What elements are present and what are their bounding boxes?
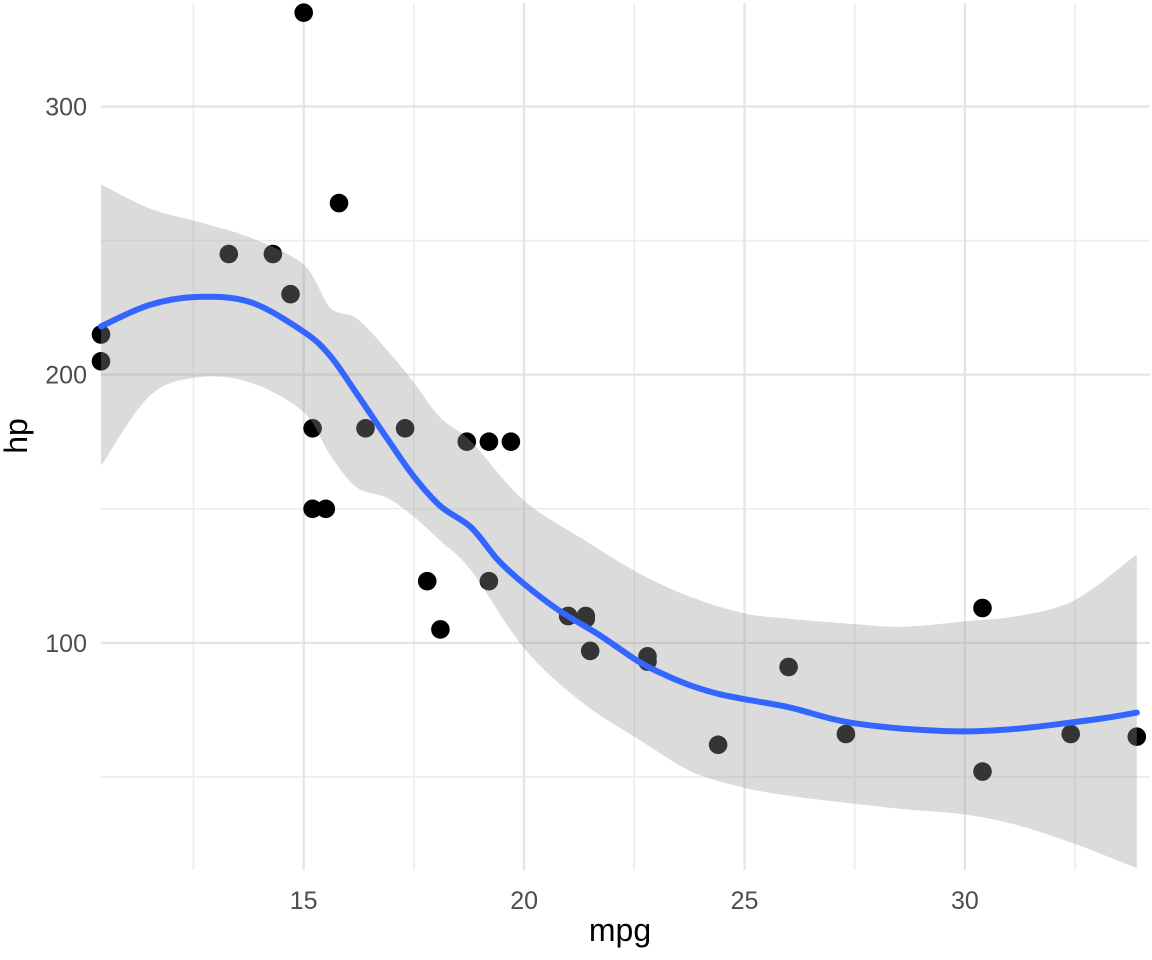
axis-tick-labels: 15 20 25 30 100 200 300: [45, 94, 979, 916]
x-tick-label: 15: [290, 887, 318, 915]
scatter-point: [836, 724, 856, 744]
scatter-point: [303, 499, 322, 519]
scatter-point: [417, 571, 437, 591]
scatter-point: [1127, 727, 1147, 746]
gridlines-major: [101, 3, 1150, 870]
x-tick-label: 30: [951, 887, 979, 915]
scatter-point: [281, 284, 300, 304]
scatter-point: [708, 735, 728, 755]
scatter-point: [91, 352, 111, 371]
scatter-point: [303, 419, 322, 438]
scatter-point: [294, 3, 314, 22]
x-tick-label: 25: [731, 887, 759, 915]
scatter-point: [329, 193, 349, 213]
y-axis-title: hp: [0, 418, 34, 454]
smooth-line: [98, 293, 1140, 735]
scatter-point: [973, 762, 992, 781]
y-tick-label: 300: [45, 94, 87, 122]
x-axis-title: mpg: [589, 912, 651, 948]
y-tick-label: 100: [45, 630, 87, 658]
scatter-point: [356, 419, 375, 438]
scatter-point: [479, 432, 499, 452]
scatter-point: [395, 419, 415, 438]
scatter-point: [479, 571, 499, 591]
scatter-point: [91, 325, 111, 344]
scatter-point: [263, 244, 283, 264]
y-tick-label: 200: [45, 362, 87, 390]
x-tick-label: 20: [510, 887, 538, 915]
scatter-point: [219, 244, 239, 264]
confidence-ribbon: [101, 184, 1137, 869]
scatter-point: [316, 499, 336, 519]
scatter-point: [580, 641, 600, 661]
scatter-point: [779, 657, 798, 677]
scatter-point: [973, 598, 992, 618]
scatter-point: [431, 620, 450, 639]
scatter-point: [457, 432, 477, 452]
scatter-point: [501, 432, 521, 452]
scatter-point: [1061, 724, 1080, 744]
